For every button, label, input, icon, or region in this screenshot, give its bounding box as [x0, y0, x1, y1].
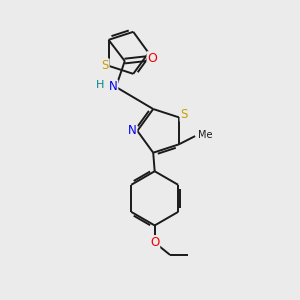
Text: Me: Me: [198, 130, 213, 140]
Text: O: O: [148, 52, 158, 65]
Text: H: H: [96, 80, 104, 91]
Text: N: N: [109, 80, 117, 94]
Text: S: S: [181, 108, 188, 121]
Text: O: O: [150, 236, 159, 249]
Text: S: S: [101, 59, 109, 72]
Text: N: N: [128, 124, 136, 137]
